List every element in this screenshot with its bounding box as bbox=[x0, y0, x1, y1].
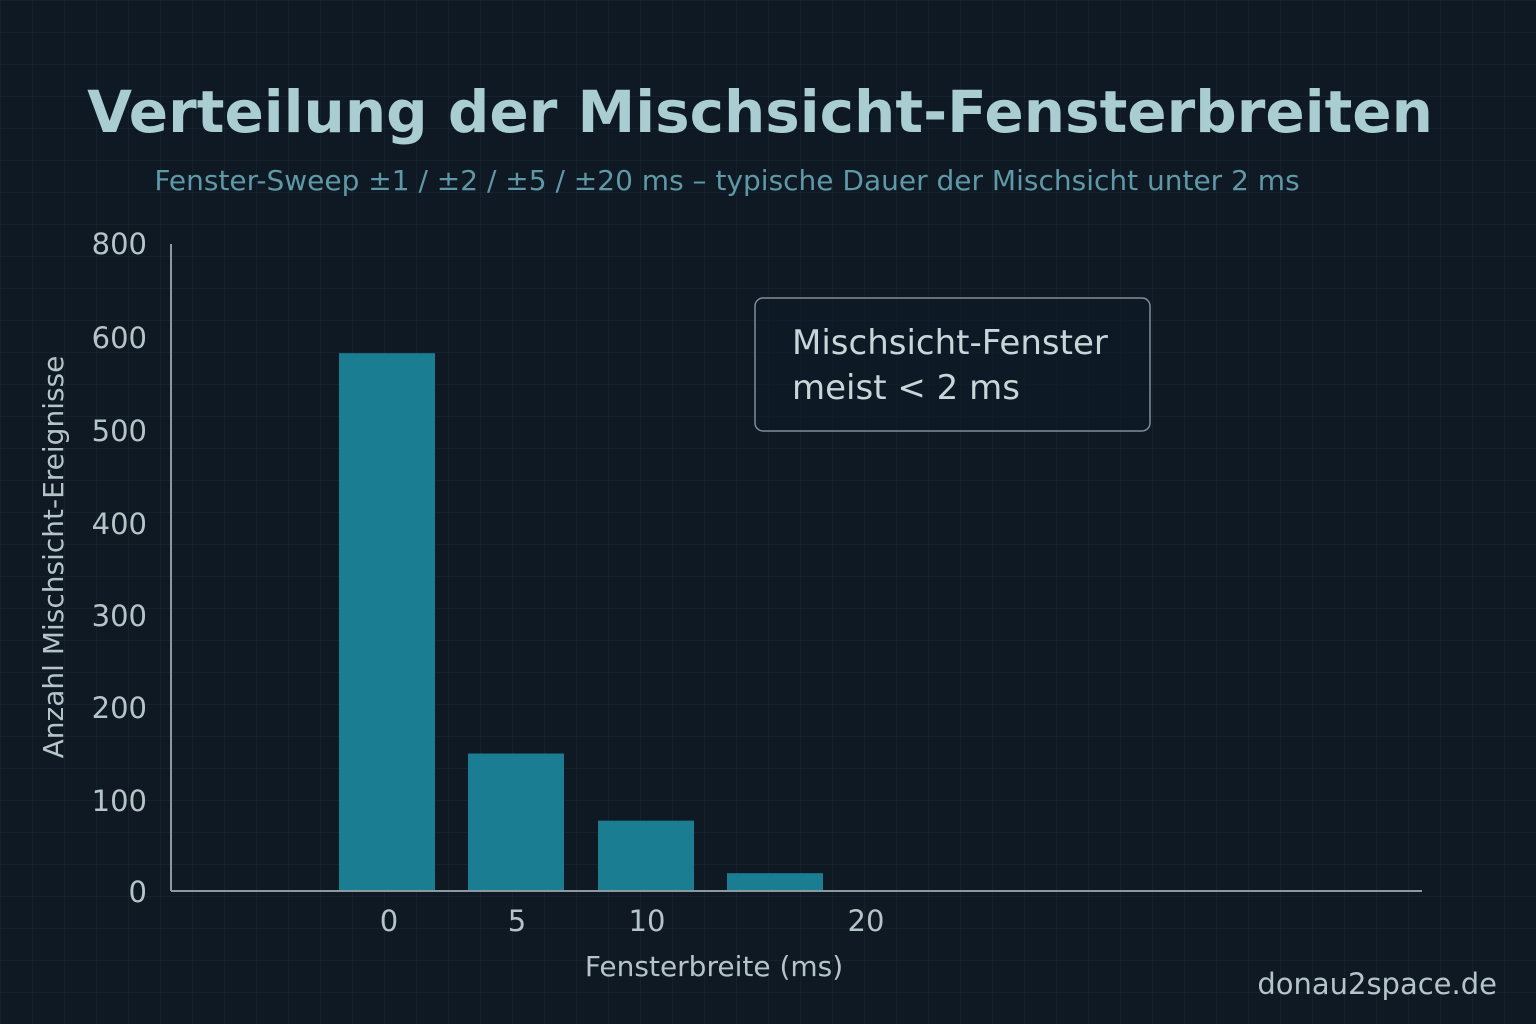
y-axis-label: Anzahl Mischsicht-Ereignisse bbox=[37, 356, 70, 759]
y-tick-label: 100 bbox=[92, 784, 147, 818]
annotation-box: Mischsicht-Fenster meist < 2 ms bbox=[754, 297, 1151, 432]
y-tick-label: 200 bbox=[92, 691, 147, 725]
x-tick-label: 20 bbox=[848, 904, 885, 938]
y-tick-label: 500 bbox=[92, 414, 147, 448]
annotation-line-2: meist < 2 ms bbox=[792, 368, 1020, 408]
chart-subtitle: Fenster-Sweep ±1 / ±2 / ±5 / ±20 ms – ty… bbox=[154, 164, 1299, 197]
site-watermark: donau2space.de bbox=[1257, 967, 1497, 1001]
annotation-line-1: Mischsicht-Fenster bbox=[792, 323, 1108, 363]
y-tick-label: 400 bbox=[92, 507, 147, 541]
bar-10 bbox=[598, 820, 694, 891]
y-tick-label: 800 bbox=[92, 227, 147, 261]
x-tick-label: 0 bbox=[380, 904, 398, 938]
x-tick-label: 10 bbox=[629, 904, 666, 938]
x-axis-label: Fensterbreite (ms) bbox=[585, 950, 843, 983]
x-tick-label: 5 bbox=[508, 904, 526, 938]
bars-group bbox=[339, 353, 823, 891]
bar-5 bbox=[468, 753, 564, 891]
chart-title: Verteilung der Mischsicht-Fensterbreiten bbox=[87, 78, 1433, 146]
y-tick-label: 600 bbox=[92, 321, 147, 355]
annotation-frame bbox=[754, 297, 1151, 432]
y-tick-label: 300 bbox=[92, 599, 147, 633]
bar-20 bbox=[727, 873, 823, 891]
y-tick-label: 0 bbox=[129, 875, 147, 909]
bar-0 bbox=[339, 353, 435, 891]
